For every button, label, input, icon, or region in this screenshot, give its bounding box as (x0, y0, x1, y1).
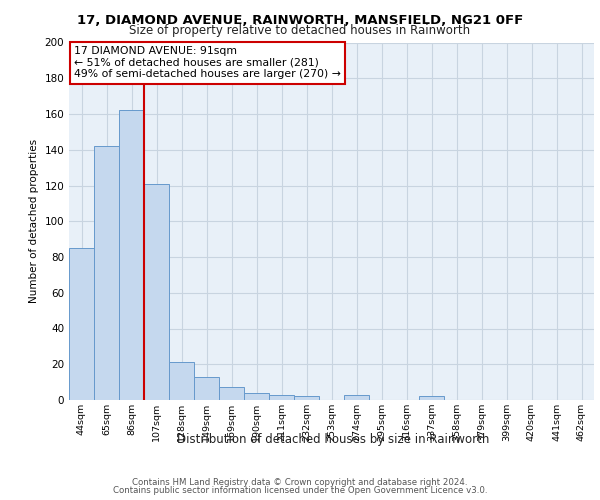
Bar (344, 394, 369, 400)
Text: Contains public sector information licensed under the Open Government Licence v3: Contains public sector information licen… (113, 486, 487, 495)
Bar (169, 362, 194, 400)
Text: 17 DIAMOND AVENUE: 91sqm
← 51% of detached houses are smaller (281)
49% of semi-: 17 DIAMOND AVENUE: 91sqm ← 51% of detach… (74, 46, 341, 80)
Bar (69, 248, 94, 400)
Text: Size of property relative to detached houses in Rainworth: Size of property relative to detached ho… (130, 24, 470, 37)
Bar (94, 146, 119, 400)
Y-axis label: Number of detached properties: Number of detached properties (29, 139, 39, 304)
Bar (194, 377, 219, 400)
Bar (219, 388, 244, 400)
Text: 17, DIAMOND AVENUE, RAINWORTH, MANSFIELD, NG21 0FF: 17, DIAMOND AVENUE, RAINWORTH, MANSFIELD… (77, 14, 523, 27)
Bar (119, 110, 144, 400)
Bar (244, 393, 269, 400)
Bar (294, 396, 319, 400)
Bar (144, 184, 169, 400)
Bar (269, 394, 294, 400)
Text: Distribution of detached houses by size in Rainworth: Distribution of detached houses by size … (177, 432, 489, 446)
Text: Contains HM Land Registry data © Crown copyright and database right 2024.: Contains HM Land Registry data © Crown c… (132, 478, 468, 487)
Bar (419, 396, 444, 400)
